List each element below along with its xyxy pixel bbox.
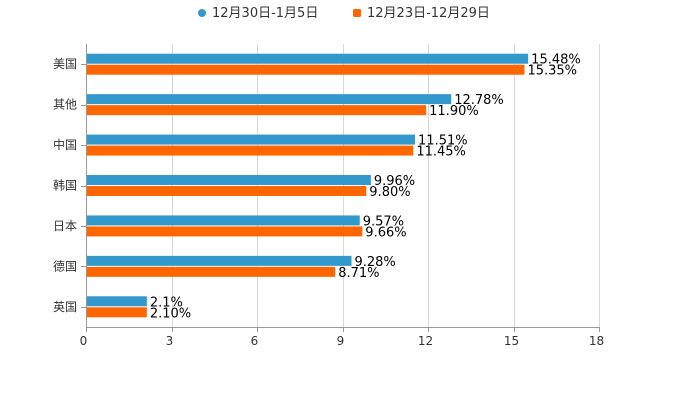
bar-series-2 <box>87 186 367 196</box>
data-label: 12.78% <box>454 93 504 108</box>
x-tick-label: 9 <box>337 334 345 348</box>
category-label: 日本 <box>53 219 77 233</box>
bar-series-1 <box>87 94 452 105</box>
x-tick-label: 3 <box>166 334 174 348</box>
bar-series-1 <box>87 215 360 226</box>
bar-series-1 <box>87 296 147 307</box>
data-label: 9.96% <box>374 174 415 189</box>
legend-marker-series-2 <box>353 9 361 17</box>
bar-series-2 <box>87 64 525 75</box>
bar-series-1 <box>87 255 352 266</box>
x-tick-label: 18 <box>589 334 604 348</box>
data-label: 8.71% <box>338 266 379 281</box>
data-label: 9.80% <box>369 185 410 200</box>
data-label: 11.90% <box>429 104 479 119</box>
bar-series-1 <box>87 53 529 64</box>
data-label: 9.28% <box>354 255 395 270</box>
data-label: 9.57% <box>363 214 404 229</box>
bar-series-2 <box>87 105 427 116</box>
data-label: 15.48% <box>531 53 581 68</box>
x-tick-label: 0 <box>80 334 88 348</box>
bar-series-2 <box>87 307 147 318</box>
category-label: 美国 <box>53 57 77 71</box>
bar-series-1 <box>87 175 371 185</box>
data-label: 11.45% <box>416 145 466 160</box>
x-tick-label: 15 <box>504 334 519 348</box>
bar-series-1 <box>87 134 416 145</box>
bar-series-2 <box>87 145 414 156</box>
legend-marker-series-1 <box>198 9 206 17</box>
bar-series-2 <box>87 226 363 237</box>
category-label: 其他 <box>53 98 77 112</box>
legend-label: 12月30日-1月5日 <box>212 6 318 21</box>
category-label: 韩国 <box>53 178 77 193</box>
legend-label: 12月23日-12月29日 <box>367 6 490 21</box>
data-label: 11.51% <box>418 134 468 149</box>
data-label: 2.10% <box>150 306 191 321</box>
data-label: 2.1% <box>150 295 183 310</box>
data-label: 15.35% <box>527 64 577 79</box>
data-label: 9.66% <box>365 225 406 240</box>
category-label: 德国 <box>53 258 77 273</box>
x-tick-label: 12 <box>418 334 433 348</box>
category-label: 英国 <box>53 300 77 314</box>
category-label: 中国 <box>53 137 77 152</box>
bar-series-2 <box>87 266 336 277</box>
x-tick-label: 6 <box>251 334 259 348</box>
